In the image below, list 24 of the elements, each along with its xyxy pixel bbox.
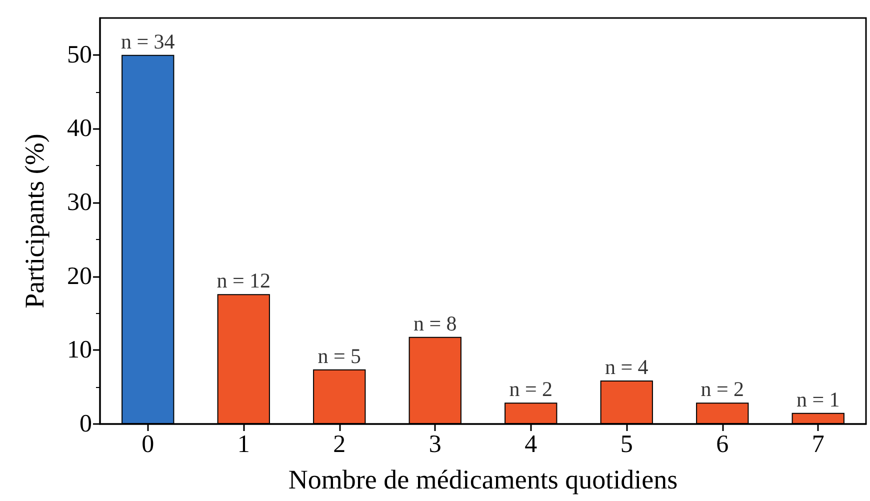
y-tick-label: 30: [67, 189, 92, 216]
x-tick-label: 2: [333, 431, 346, 458]
y-tick-label: 40: [67, 115, 92, 142]
annotation: n = 4: [604, 354, 649, 379]
x-tick-label: 1: [237, 431, 250, 458]
annotation: n = 1: [796, 387, 840, 412]
y-tick-label: 20: [67, 262, 92, 290]
annotation: n = 12: [216, 268, 271, 293]
x-tick-label: 6: [716, 431, 729, 458]
y-axis-title: Participants (%): [20, 134, 50, 308]
y-tick-label: 0: [80, 410, 92, 438]
x-axis-title: Nombre de médicaments quotidiens: [288, 464, 678, 494]
x-tick-label: 4: [524, 431, 538, 458]
y-tick-label: 50: [67, 41, 92, 68]
annotation: n = 5: [318, 344, 362, 368]
x-tick-label: 0: [142, 431, 154, 458]
annotation: n = 34: [120, 29, 176, 54]
x-tick-label: 5: [620, 431, 633, 458]
y-tick-label: 10: [67, 336, 92, 364]
annotation: n = 2: [700, 377, 744, 402]
x-tick-label: 7: [812, 431, 824, 458]
x-tick-label: 3: [428, 431, 442, 458]
annotation: n = 2: [509, 377, 553, 402]
annotation: n = 8: [413, 311, 457, 336]
